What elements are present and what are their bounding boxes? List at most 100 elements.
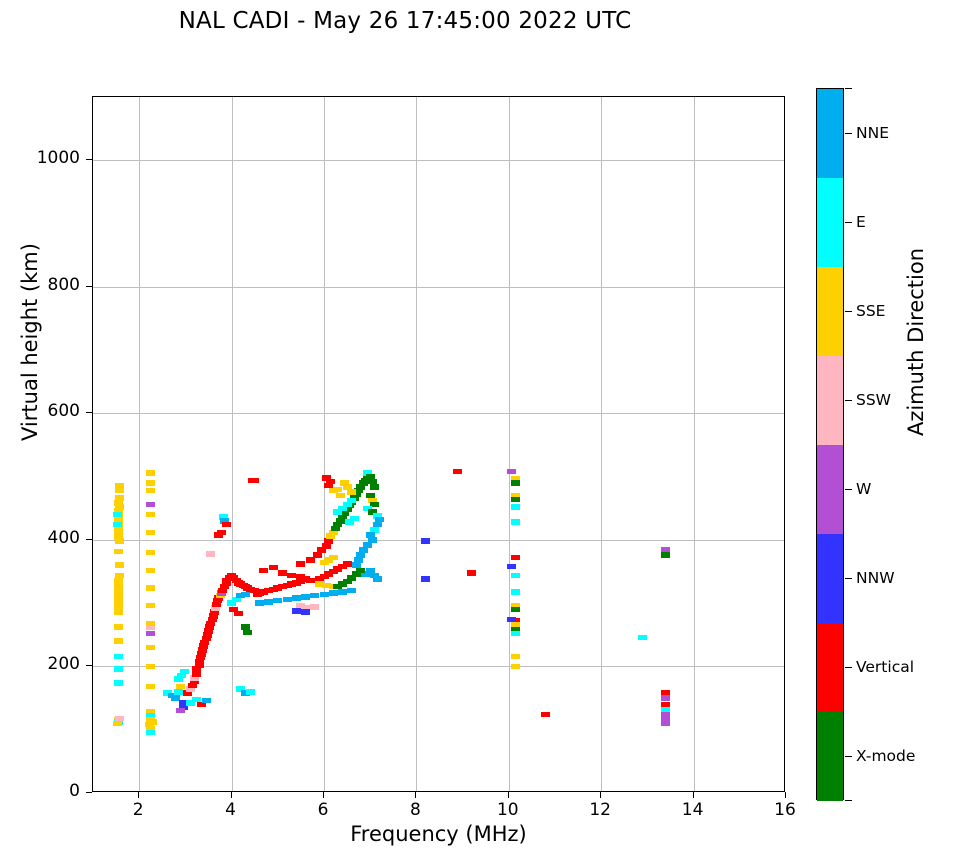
echo-point xyxy=(328,568,338,575)
echo-point xyxy=(115,487,125,494)
echo-point xyxy=(112,511,122,518)
echo-point xyxy=(146,713,156,719)
echo-point xyxy=(511,663,521,670)
echo-point xyxy=(638,634,648,641)
echo-point xyxy=(113,534,123,541)
echo-point xyxy=(163,690,173,696)
y-tick-label: 200 xyxy=(47,654,80,675)
echo-point xyxy=(240,690,250,696)
echo-point xyxy=(328,590,338,596)
echo-point xyxy=(370,501,380,508)
echo-point xyxy=(210,605,220,611)
echo-point xyxy=(506,468,516,475)
echo-point xyxy=(301,594,311,600)
echo-point xyxy=(203,632,213,638)
echo-point xyxy=(113,666,123,672)
gridline-horizontal xyxy=(93,413,784,415)
echo-point xyxy=(661,716,671,723)
echo-point xyxy=(314,576,324,582)
echo-point xyxy=(511,627,521,633)
echo-point xyxy=(354,557,364,563)
colorbar-segment-nne xyxy=(817,89,843,178)
echo-point xyxy=(231,596,241,603)
plot-area xyxy=(92,96,785,792)
echo-point xyxy=(112,521,122,528)
gridline-horizontal xyxy=(93,286,784,288)
echo-point xyxy=(264,587,274,594)
echo-point xyxy=(291,580,301,586)
echo-point xyxy=(363,505,373,512)
echo-point xyxy=(194,662,204,668)
echo-point xyxy=(331,525,341,532)
colorbar-tick xyxy=(845,755,852,757)
colorbar-tick xyxy=(845,310,852,312)
echo-point xyxy=(506,563,516,570)
echo-point xyxy=(146,602,156,609)
echo-point xyxy=(268,586,278,592)
echo-point xyxy=(200,639,210,646)
echo-point xyxy=(220,518,230,524)
echo-point xyxy=(296,578,306,585)
echo-point xyxy=(335,492,345,499)
echo-point xyxy=(240,624,250,630)
echo-point xyxy=(361,571,371,577)
echo-point xyxy=(113,530,123,537)
echo-point xyxy=(365,567,375,574)
echo-point xyxy=(146,567,156,574)
gridline-horizontal xyxy=(93,160,784,162)
gridline-vertical xyxy=(231,97,233,791)
x-axis-label: Frequency (MHz) xyxy=(350,822,527,846)
echo-point xyxy=(372,513,382,519)
x-tick-label: 10 xyxy=(496,800,519,820)
x-tick xyxy=(507,792,509,798)
echo-point xyxy=(179,668,189,675)
colorbar-tick xyxy=(845,221,852,223)
echo-point xyxy=(113,592,123,599)
echo-point xyxy=(291,608,301,614)
echo-point xyxy=(347,575,357,581)
echo-point xyxy=(113,638,123,644)
echo-point xyxy=(333,486,343,493)
echo-point xyxy=(115,715,125,722)
echo-point xyxy=(190,675,200,681)
echo-point xyxy=(363,470,373,476)
echo-point xyxy=(146,549,156,556)
echo-point xyxy=(192,666,202,672)
echo-point xyxy=(321,582,331,589)
x-tick-label: 12 xyxy=(589,800,611,820)
echo-point xyxy=(115,482,125,489)
x-tick-label: 6 xyxy=(317,800,329,820)
echo-point xyxy=(113,609,123,615)
echo-point xyxy=(282,582,292,589)
echo-point xyxy=(227,600,237,606)
echo-point xyxy=(113,508,123,514)
echo-point xyxy=(115,538,125,544)
echo-point xyxy=(197,701,207,708)
echo-point xyxy=(511,618,521,624)
echo-point xyxy=(372,521,382,528)
echo-point xyxy=(178,700,188,706)
colorbar-segment-x-mode xyxy=(817,712,843,801)
echo-point xyxy=(204,624,214,630)
echo-point xyxy=(328,554,338,561)
echo-point xyxy=(351,562,361,568)
echo-point xyxy=(185,686,195,692)
colorbar-tick xyxy=(845,399,852,401)
echo-point xyxy=(207,616,217,623)
echo-point xyxy=(370,527,380,533)
colorbar-label-e: E xyxy=(856,212,866,231)
echo-point xyxy=(146,644,156,651)
echo-point xyxy=(197,651,207,657)
echo-point xyxy=(661,720,671,727)
echo-point xyxy=(324,571,334,577)
gridline-horizontal xyxy=(93,666,784,668)
y-tick-label: 0 xyxy=(69,781,80,801)
gridlines xyxy=(93,97,784,791)
echo-point xyxy=(340,480,350,486)
echo-point xyxy=(113,548,123,555)
echo-point xyxy=(250,587,260,594)
echo-point xyxy=(254,590,264,596)
echo-point xyxy=(146,709,156,715)
echo-point xyxy=(356,484,366,490)
echo-point xyxy=(661,711,671,718)
